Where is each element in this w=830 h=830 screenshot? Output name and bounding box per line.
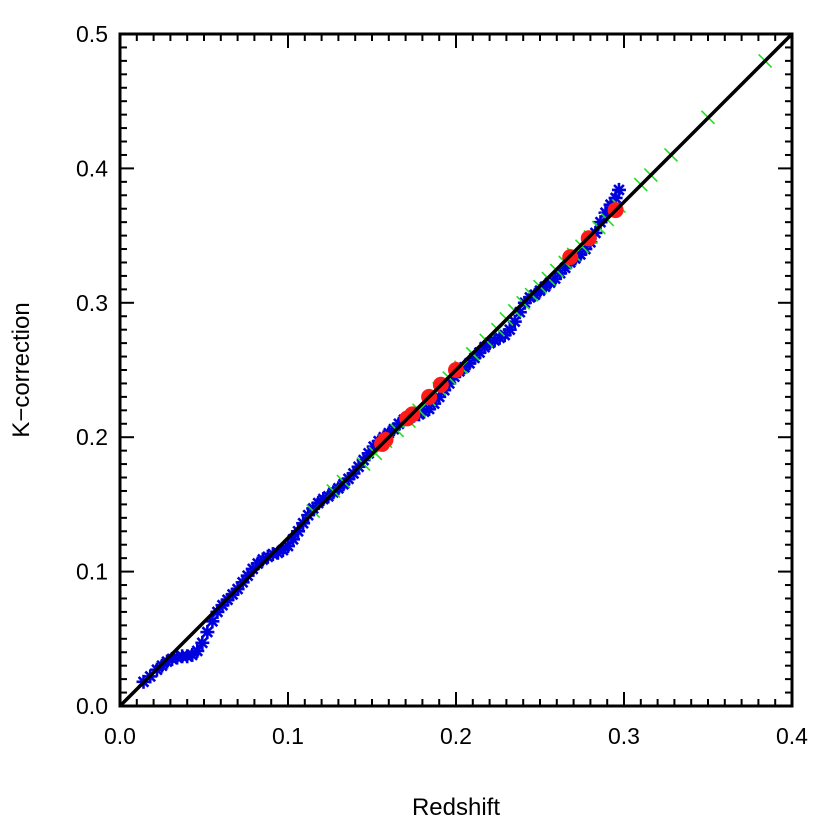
y-tick-label: 0.5 <box>76 21 108 47</box>
x-tick-label: 0.2 <box>440 723 472 749</box>
asterisk-point <box>200 625 215 640</box>
y-tick-label: 0.1 <box>76 559 108 585</box>
y-axis-label: K−correction <box>8 302 35 437</box>
x-tick-label: 0.4 <box>776 723 808 749</box>
x-tick-label: 0.3 <box>608 723 640 749</box>
y-tick-label: 0.2 <box>76 424 108 450</box>
reference-line <box>118 32 794 708</box>
y-tick-label: 0.4 <box>76 155 108 181</box>
x-axis-label: Redshift <box>412 794 500 821</box>
y-tick-labels: 0.0 0.1 0.2 0.3 0.4 0.5 <box>76 21 108 719</box>
asterisk-point <box>502 322 517 337</box>
reference-line-layer <box>118 32 794 708</box>
asterisk-point <box>611 182 626 197</box>
y-tick-label: 0.3 <box>76 290 108 316</box>
x-tick-label: 0.0 <box>104 723 136 749</box>
x-tick-labels: 0.0 0.1 0.2 0.3 0.4 <box>104 723 808 749</box>
asterisk-point <box>195 635 210 650</box>
y-tick-label: 0.0 <box>76 693 108 719</box>
ticks-layer <box>119 33 793 707</box>
x-tick-label: 0.1 <box>272 723 304 749</box>
